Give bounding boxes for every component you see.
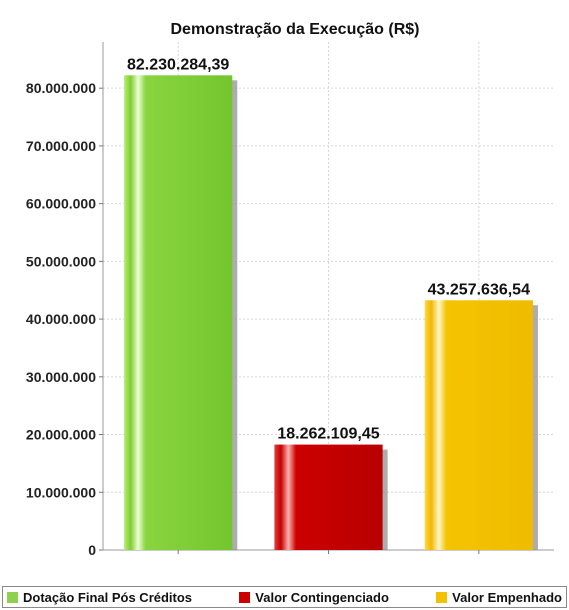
bar-1 xyxy=(274,444,383,550)
y-tick-label-8: 80.000.000 xyxy=(26,80,96,96)
legend-label-contingenciado: Valor Contingenciado xyxy=(255,589,389,605)
chart-legend: Dotação Final Pós Créditos Valor Conting… xyxy=(2,586,567,608)
legend-label-empenhado: Valor Empenhado xyxy=(452,589,562,605)
legend-swatch-dotacao xyxy=(7,591,18,603)
bar-value-label-2: 43.257.636,54 xyxy=(428,281,530,298)
y-tick-label-3: 30.000.000 xyxy=(26,369,96,385)
legend-item-empenhado: Valor Empenhado xyxy=(436,590,562,605)
chart-title: Demonstração da Execução (R$) xyxy=(171,21,420,38)
y-tick-label-4: 40.000.000 xyxy=(26,311,96,327)
y-tick-label-5: 50.000.000 xyxy=(26,253,96,269)
y-tick-label-2: 20.000.000 xyxy=(26,427,96,443)
y-tick-label-0: 0 xyxy=(88,542,96,558)
bar-2 xyxy=(424,300,533,550)
bar-value-label-0: 82.230.284,39 xyxy=(127,56,229,73)
bar-0 xyxy=(124,75,233,550)
bar-value-label-1: 18.262.109,45 xyxy=(277,426,379,443)
y-tick-label-7: 70.000.000 xyxy=(26,138,96,154)
legend-swatch-empenhado xyxy=(436,591,448,603)
y-tick-label-1: 10.000.000 xyxy=(26,484,96,500)
legend-item-contingenciado: Valor Contingenciado xyxy=(239,590,389,605)
legend-item-dotacao: Dotação Final Pós Créditos xyxy=(7,590,192,605)
y-tick-label-6: 60.000.000 xyxy=(26,196,96,212)
legend-swatch-contingenciado xyxy=(239,591,251,603)
legend-label-dotacao: Dotação Final Pós Créditos xyxy=(23,589,193,605)
